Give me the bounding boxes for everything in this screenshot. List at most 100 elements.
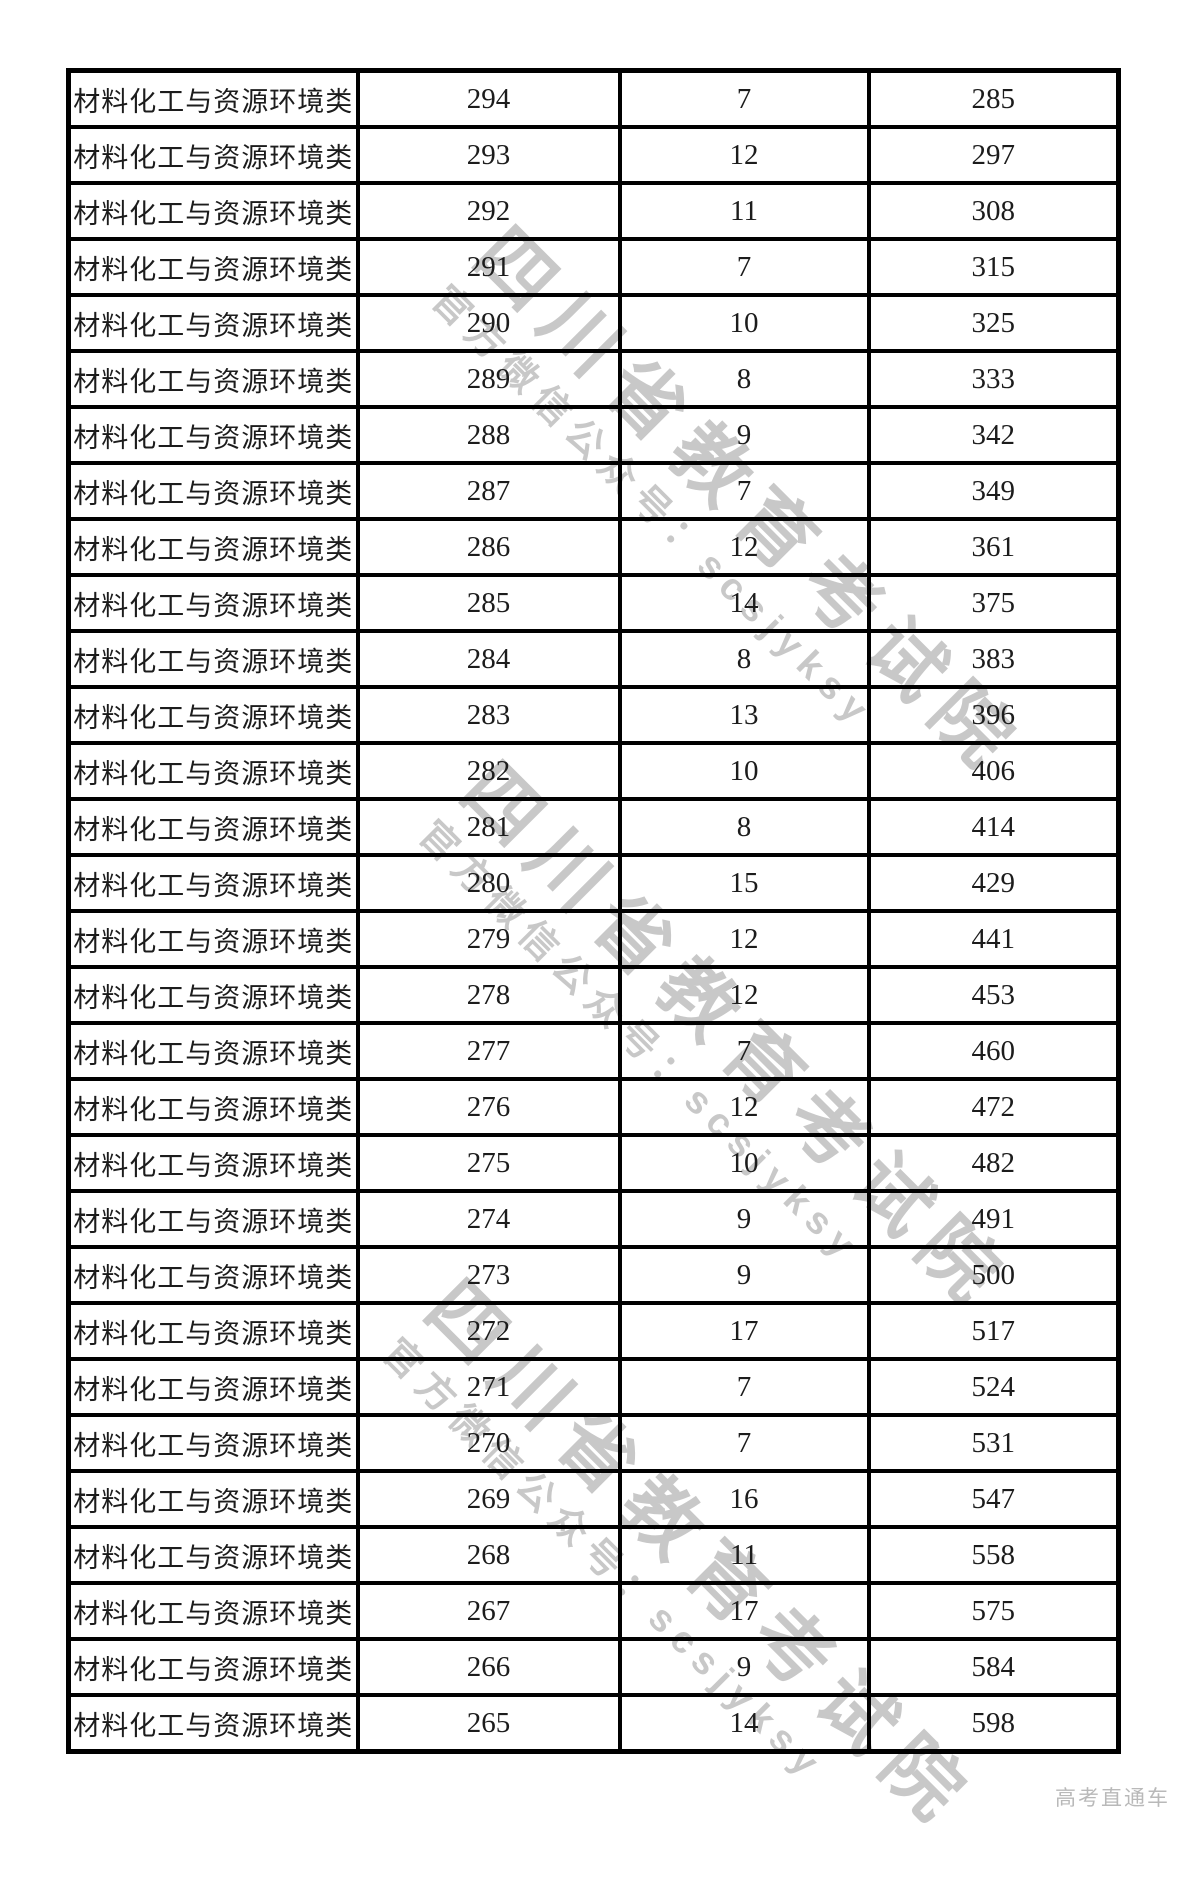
table-row: 材料化工与资源环境类 292 11 308 [66,181,1121,241]
cell-category: 材料化工与资源环境类 [66,1413,360,1473]
cell-count: 12 [617,909,871,969]
cell-score: 292 [355,181,622,241]
cell-cumulative: 460 [866,1021,1121,1081]
cell-category: 材料化工与资源环境类 [66,125,360,185]
cell-category: 材料化工与资源环境类 [66,1525,360,1585]
cell-count: 11 [617,1525,871,1585]
cell-cumulative: 361 [866,517,1121,577]
cell-score: 284 [355,629,622,689]
score-table-body: 材料化工与资源环境类 294 7 285 材料化工与资源环境类 293 12 297 材料化工与… [66,68,1121,1754]
table-row: 材料化工与资源环境类 265 14 598 [66,1693,1121,1754]
cell-cumulative: 406 [866,741,1121,801]
cell-count: 7 [617,461,871,521]
table-row: 材料化工与资源环境类 290 10 325 [66,293,1121,353]
cell-score: 293 [355,125,622,185]
cell-cumulative: 297 [866,125,1121,185]
cell-score: 271 [355,1357,622,1417]
cell-score: 282 [355,741,622,801]
cell-count: 8 [617,349,871,409]
cell-count: 12 [617,1077,871,1137]
cell-count: 10 [617,293,871,353]
cell-category: 材料化工与资源环境类 [66,853,360,913]
cell-cumulative: 315 [866,237,1121,297]
cell-count: 17 [617,1581,871,1641]
cell-category: 材料化工与资源环境类 [66,629,360,689]
cell-cumulative: 524 [866,1357,1121,1417]
cell-cumulative: 517 [866,1301,1121,1361]
cell-count: 7 [617,1413,871,1473]
cell-category: 材料化工与资源环境类 [66,237,360,297]
cell-category: 材料化工与资源环境类 [66,517,360,577]
table-row: 材料化工与资源环境类 294 7 285 [66,68,1121,129]
table-row: 材料化工与资源环境类 272 17 517 [66,1301,1121,1361]
cell-count: 10 [617,741,871,801]
table-row: 材料化工与资源环境类 278 12 453 [66,965,1121,1025]
cell-score: 287 [355,461,622,521]
cell-score: 289 [355,349,622,409]
cell-cumulative: 500 [866,1245,1121,1305]
cell-category: 材料化工与资源环境类 [66,181,360,241]
table-row: 材料化工与资源环境类 280 15 429 [66,853,1121,913]
table-row: 材料化工与资源环境类 276 12 472 [66,1077,1121,1137]
cell-count: 12 [617,125,871,185]
cell-count: 7 [617,1357,871,1417]
cell-score: 291 [355,237,622,297]
table-row: 材料化工与资源环境类 270 7 531 [66,1413,1121,1473]
cell-count: 8 [617,797,871,857]
cell-count: 15 [617,853,871,913]
cell-score: 290 [355,293,622,353]
cell-cumulative: 558 [866,1525,1121,1585]
cell-count: 9 [617,1245,871,1305]
cell-score: 278 [355,965,622,1025]
cell-category: 材料化工与资源环境类 [66,965,360,1025]
table-row: 材料化工与资源环境类 283 13 396 [66,685,1121,745]
cell-count: 9 [617,1189,871,1249]
table-row: 材料化工与资源环境类 285 14 375 [66,573,1121,633]
cell-category: 材料化工与资源环境类 [66,461,360,521]
cell-category: 材料化工与资源环境类 [66,909,360,969]
cell-cumulative: 598 [866,1693,1121,1754]
cell-category: 材料化工与资源环境类 [66,1637,360,1697]
cell-category: 材料化工与资源环境类 [66,1581,360,1641]
table-row: 材料化工与资源环境类 288 9 342 [66,405,1121,465]
cell-score: 266 [355,1637,622,1697]
cell-category: 材料化工与资源环境类 [66,573,360,633]
document-page: 四川省教育考试院 官方微信公众号：scsjyksy 四川省教育考试院 官方微信公… [66,68,1168,1846]
cell-score: 281 [355,797,622,857]
cell-category: 材料化工与资源环境类 [66,1469,360,1529]
cell-category: 材料化工与资源环境类 [66,685,360,745]
cell-score: 285 [355,573,622,633]
cell-cumulative: 441 [866,909,1121,969]
table-row: 材料化工与资源环境类 268 11 558 [66,1525,1121,1585]
cell-score: 279 [355,909,622,969]
cell-count: 7 [617,68,871,129]
cell-category: 材料化工与资源环境类 [66,1693,360,1754]
table-row: 材料化工与资源环境类 282 10 406 [66,741,1121,801]
cell-category: 材料化工与资源环境类 [66,1245,360,1305]
cell-count: 16 [617,1469,871,1529]
cell-cumulative: 453 [866,965,1121,1025]
cell-count: 14 [617,573,871,633]
cell-category: 材料化工与资源环境类 [66,1189,360,1249]
table-row: 材料化工与资源环境类 279 12 441 [66,909,1121,969]
cell-count: 12 [617,517,871,577]
cell-score: 269 [355,1469,622,1529]
cell-count: 7 [617,237,871,297]
cell-category: 材料化工与资源环境类 [66,741,360,801]
cell-count: 13 [617,685,871,745]
score-distribution-table: 材料化工与资源环境类 294 7 285 材料化工与资源环境类 293 12 297 材料化工与… [66,68,1121,1754]
cell-cumulative: 342 [866,405,1121,465]
cell-category: 材料化工与资源环境类 [66,68,360,129]
cell-category: 材料化工与资源环境类 [66,1077,360,1137]
cell-score: 283 [355,685,622,745]
cell-score: 275 [355,1133,622,1193]
cell-cumulative: 325 [866,293,1121,353]
cell-count: 12 [617,965,871,1025]
cell-cumulative: 547 [866,1469,1121,1529]
cell-category: 材料化工与资源环境类 [66,293,360,353]
cell-cumulative: 383 [866,629,1121,689]
cell-count: 7 [617,1021,871,1081]
cell-category: 材料化工与资源环境类 [66,405,360,465]
table-row: 材料化工与资源环境类 281 8 414 [66,797,1121,857]
cell-cumulative: 472 [866,1077,1121,1137]
